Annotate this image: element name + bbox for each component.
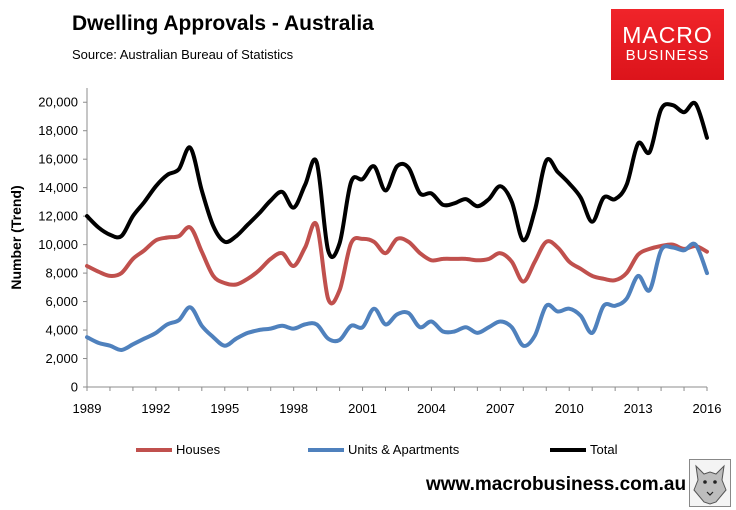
y-tick-label: 16,000 — [38, 152, 78, 167]
y-tick-label: 14,000 — [38, 180, 78, 195]
y-tick-label: 18,000 — [38, 123, 78, 138]
chart-source: Source: Australian Bureau of Statistics — [72, 47, 294, 62]
y-tick-label: 2,000 — [45, 351, 78, 366]
x-tick-label: 2001 — [348, 401, 377, 416]
y-tick-label: 20,000 — [38, 95, 78, 110]
x-tick-label: 2004 — [417, 401, 446, 416]
x-tick-label: 1998 — [279, 401, 308, 416]
y-tick-label: 6,000 — [45, 294, 78, 309]
y-axis-title: Number (Trend) — [8, 185, 24, 289]
legend-swatch-houses — [136, 447, 172, 452]
x-tick-label: 1989 — [73, 401, 102, 416]
legend-item-houses: Houses — [136, 442, 220, 457]
logo-line-2: BUSINESS — [625, 47, 710, 64]
legend-label-total: Total — [590, 442, 618, 457]
x-tick-label: 2007 — [486, 401, 515, 416]
y-tick-label: 10,000 — [38, 237, 78, 252]
wolf-logo — [689, 459, 731, 507]
macrobusiness-logo: MACRO BUSINESS — [611, 9, 724, 80]
x-tick-label: 2016 — [693, 401, 722, 416]
legend-item-units: Units & Apartments — [308, 442, 459, 457]
y-tick-label: 12,000 — [38, 209, 78, 224]
legend-item-total: Total — [550, 442, 617, 457]
x-tick-label: 1995 — [210, 401, 239, 416]
legend-swatch-total — [550, 447, 586, 452]
logo-line-1: MACRO — [622, 22, 713, 48]
series-line-total — [85, 100, 709, 259]
x-tick-label: 1992 — [141, 401, 170, 416]
series-line-houses — [85, 220, 709, 306]
chart-title: Dwelling Approvals - Australia — [72, 12, 374, 35]
website-url: www.macrobusiness.com.au — [426, 474, 687, 495]
y-tick-label: 0 — [71, 380, 78, 395]
legend-label-houses: Houses — [176, 442, 221, 457]
line-chart: 0 2,000 4,000 6,000 8,000 10,000 12,000 14,000 1… — [8, 88, 722, 416]
series-line-units-apartments — [85, 241, 709, 352]
y-tick-label: 8,000 — [45, 266, 78, 281]
x-tick-label: 2013 — [624, 401, 653, 416]
legend-label-units: Units & Apartments — [348, 442, 460, 457]
x-tick-label: 2010 — [555, 401, 584, 416]
legend-swatch-units — [308, 447, 344, 452]
y-tick-label: 4,000 — [45, 323, 78, 338]
